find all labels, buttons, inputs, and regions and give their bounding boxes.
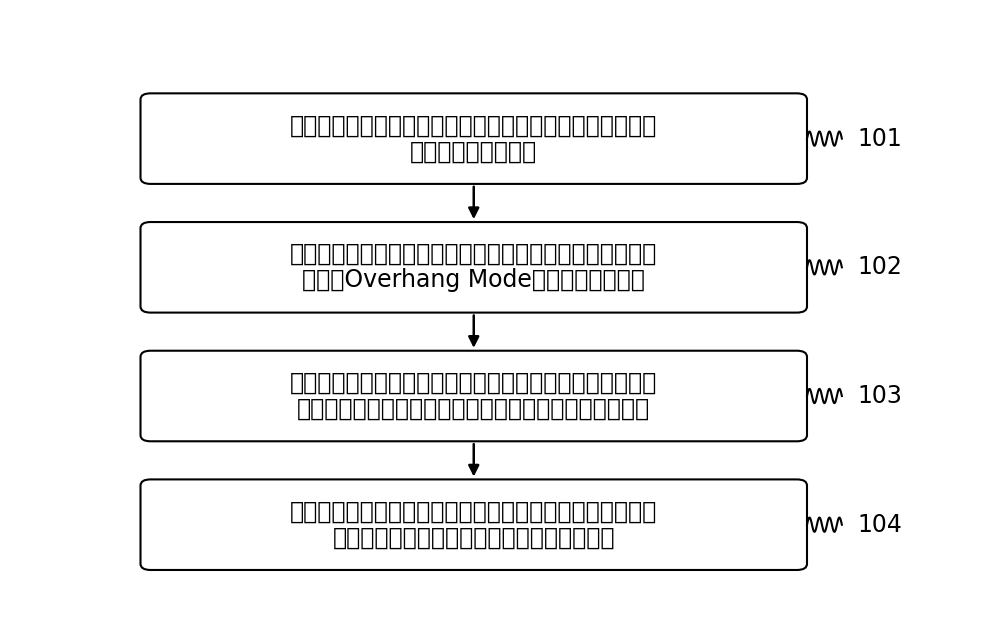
Text: 若判定加重引起的激励振动充足，则提取加重后冷态停机过: 若判定加重引起的激励振动充足，则提取加重后冷态停机过: [290, 371, 657, 395]
FancyBboxPatch shape: [140, 222, 807, 313]
Text: 试验数据确定汽轮机转子模态分析的验证结果: 试验数据确定汽轮机转子模态分析的验证结果: [332, 526, 615, 550]
Text: 通过低转速运行消除转子的热弯曲，并在判定转子振动稳定: 通过低转速运行消除转子的热弯曲，并在判定转子振动稳定: [290, 242, 657, 266]
Text: 程下的第二试验数据: 程下的第二试验数据: [410, 140, 537, 164]
Text: 程下的第三试验数据以及热态停机过程下的第四试验数据: 程下的第三试验数据以及热态停机过程下的第四试验数据: [297, 397, 650, 421]
Text: 时按照Overhang Mode模态进行加重处理: 时按照Overhang Mode模态进行加重处理: [302, 269, 645, 292]
FancyBboxPatch shape: [140, 479, 807, 570]
Text: 102: 102: [857, 255, 902, 279]
FancyBboxPatch shape: [140, 351, 807, 441]
Text: 101: 101: [857, 127, 902, 150]
Text: 104: 104: [857, 513, 902, 537]
Text: 103: 103: [857, 384, 902, 408]
FancyBboxPatch shape: [140, 93, 807, 184]
Text: 根据第一试验数据、第二试验数据、第三试验数据以及第四: 根据第一试验数据、第二试验数据、第三试验数据以及第四: [290, 500, 657, 524]
Text: 获取加重前冷态停机过程下的第一试验数据以及热态停机过: 获取加重前冷态停机过程下的第一试验数据以及热态停机过: [290, 113, 657, 137]
